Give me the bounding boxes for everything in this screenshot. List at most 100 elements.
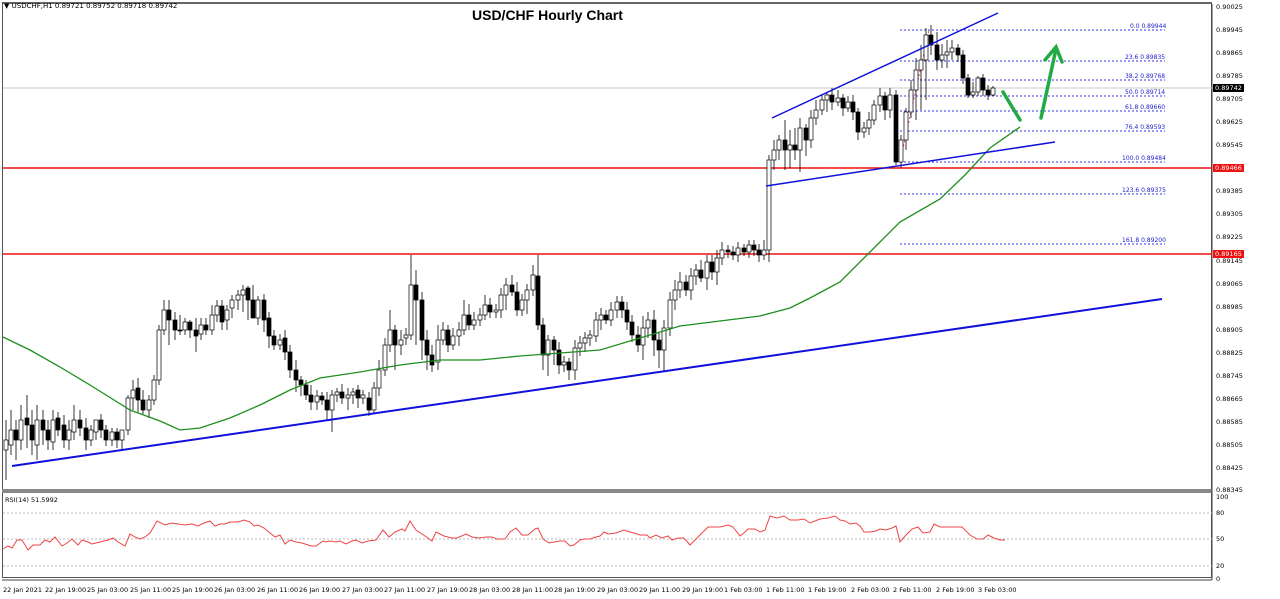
candle (955, 47, 961, 56)
candle (829, 94, 835, 103)
candle (514, 291, 520, 311)
candle (651, 319, 657, 341)
candle (561, 361, 567, 366)
candle (166, 309, 172, 321)
candle (303, 384, 309, 396)
candle (293, 369, 299, 381)
candle (965, 77, 971, 96)
candle (477, 314, 483, 321)
candle (50, 419, 56, 443)
candle (698, 269, 704, 279)
channel-upper-line[interactable] (771, 12, 999, 119)
candle (545, 339, 551, 356)
candle (949, 47, 955, 53)
time-axis-label: 1 Feb 19:00 (808, 586, 847, 594)
candle (608, 309, 614, 321)
candle (71, 419, 77, 433)
time-axis-label: 29 Jan 11:00 (639, 586, 681, 594)
candle (235, 294, 241, 301)
candle (471, 319, 477, 326)
rsi-axis-50: 50 (1216, 535, 1225, 543)
candle (819, 99, 825, 111)
candle (866, 119, 872, 129)
candle (719, 249, 725, 259)
time-axis-label: 1 Feb 03:00 (724, 586, 763, 594)
candle (498, 294, 504, 311)
bullish-trend-line[interactable] (11, 298, 1163, 467)
candle (88, 429, 94, 441)
candle (219, 305, 225, 323)
candle (440, 329, 446, 341)
dropdown-triangle-icon[interactable]: ▼ (4, 2, 10, 10)
rsi-axis-20: 20 (1216, 562, 1225, 570)
candle (688, 275, 694, 291)
symbol-header: ▼ USDCHF,H1 0.89721 0.89752 0.89718 0.89… (4, 2, 177, 10)
price-axis-label: 0.88345 (1216, 486, 1243, 494)
rsi-levels (3, 512, 1212, 567)
candle (761, 249, 767, 256)
candle (535, 275, 541, 326)
candle (77, 419, 83, 429)
symbol-ohlc: USDCHF,H1 0.89721 0.89752 0.89718 0.8974… (11, 2, 178, 10)
candle (551, 339, 557, 351)
candle (792, 144, 798, 151)
candle (250, 299, 256, 319)
candle (40, 419, 46, 431)
time-axis-label: 2 Feb 19:00 (936, 586, 975, 594)
candle (808, 117, 814, 141)
candle (403, 334, 409, 339)
candle (255, 299, 261, 319)
candle (240, 289, 246, 296)
price-axis-label: 0.88585 (1216, 418, 1243, 426)
candle (93, 419, 99, 433)
channel-lower-line[interactable] (765, 141, 1056, 187)
candle (704, 261, 710, 279)
candle (308, 394, 314, 403)
price-axis-label: 0.88905 (1216, 326, 1243, 334)
price-axis-label: 0.89865 (1216, 49, 1243, 57)
candle (944, 51, 950, 56)
candle (509, 284, 515, 293)
price-axis-label: 0.89945 (1216, 26, 1243, 34)
candle (45, 429, 51, 441)
candle (782, 139, 788, 151)
fib-label-50: 50.0 0.89714 (1125, 89, 1166, 96)
candle (450, 335, 456, 346)
candle (350, 391, 356, 396)
price-axis-label: 0.89065 (1216, 280, 1243, 288)
candle (503, 284, 509, 296)
candle (787, 144, 793, 151)
time-axis-label: 25 Jan 11:00 (130, 586, 172, 594)
candle (261, 299, 267, 321)
candle (661, 327, 667, 351)
candle (593, 319, 599, 337)
candle (413, 284, 419, 301)
candle (970, 91, 976, 96)
candle (603, 314, 609, 321)
candle (556, 349, 562, 366)
candle (524, 289, 530, 301)
time-axis-label: 27 Jan 03:00 (342, 586, 384, 594)
candle (656, 339, 662, 351)
candle (741, 247, 747, 253)
candle (419, 299, 425, 341)
pane-separator[interactable] (2, 489, 1212, 493)
candle (990, 87, 996, 96)
candle (667, 299, 673, 329)
candle (577, 342, 583, 349)
price-axis-label: 0.89545 (1216, 141, 1243, 149)
time-axis-label: 28 Jan 11:00 (512, 586, 554, 594)
candle (435, 339, 441, 363)
candle (572, 347, 578, 371)
time-axis-label: 29 Jan 03:00 (597, 586, 639, 594)
candle (735, 247, 741, 256)
candle (714, 257, 720, 273)
rise-arrow-line (1039, 47, 1058, 120)
candle (887, 94, 893, 111)
candle (8, 429, 14, 446)
candle (918, 59, 924, 71)
candle (877, 95, 883, 106)
fibonacci-retracement[interactable] (900, 29, 1165, 245)
candle (18, 419, 24, 441)
